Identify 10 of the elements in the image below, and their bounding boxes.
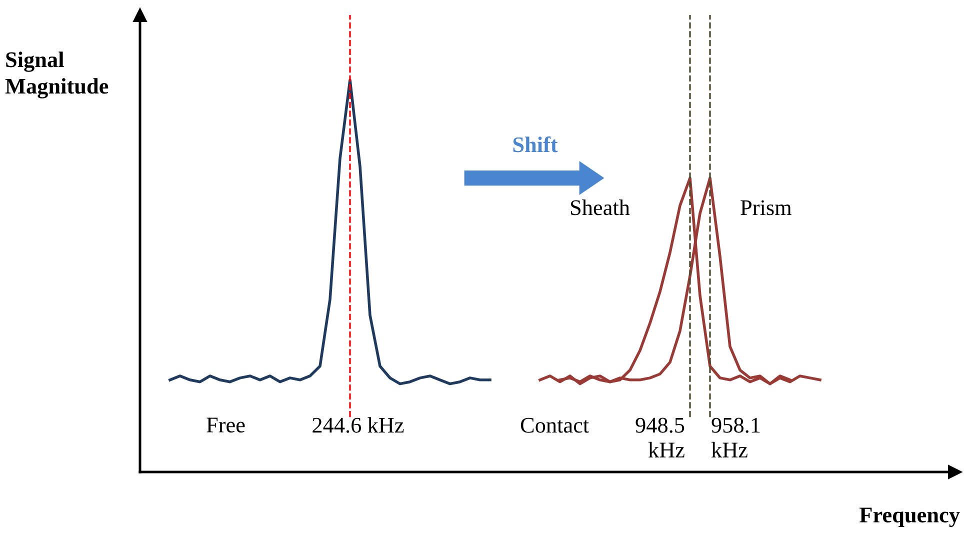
annotation: 958.1 kHz — [711, 418, 760, 458]
x-axis-title: Frequency — [860, 508, 960, 528]
text: Sheath — [571, 200, 630, 216]
annotation: 948.5 kHz — [636, 418, 684, 458]
annotation: 244.6 kHz — [312, 417, 404, 433]
series-label: Prism — [740, 200, 792, 216]
series-label: Free — [206, 418, 245, 432]
annotation: Shift — [513, 136, 558, 152]
y-axis-title: Signal Magnitude — [5, 52, 108, 98]
annotation: Contact — [520, 418, 589, 433]
